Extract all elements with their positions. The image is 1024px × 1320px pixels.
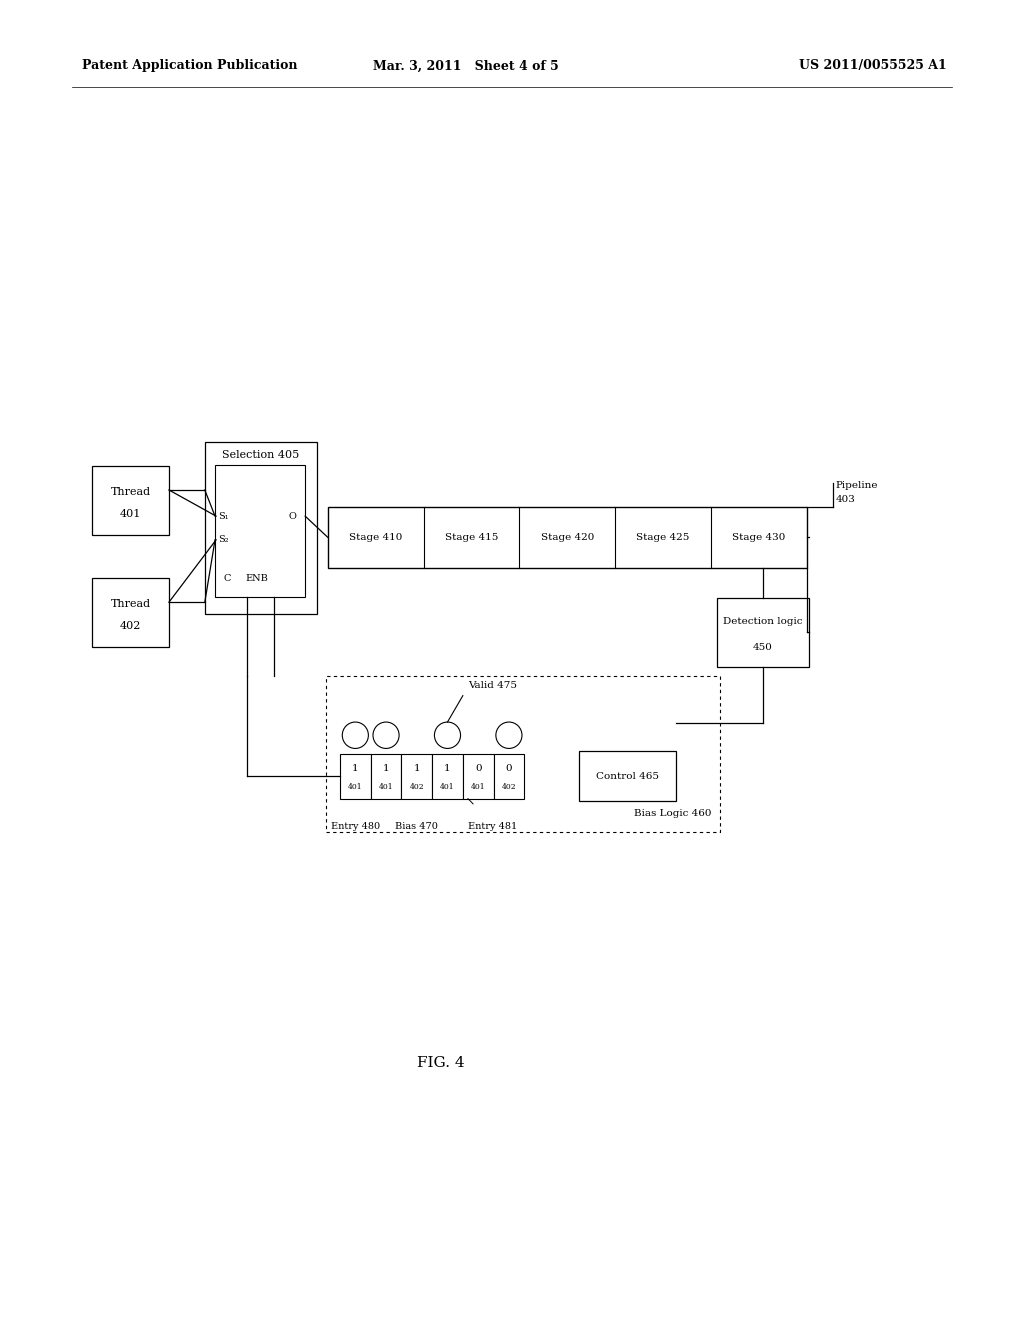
Text: Selection 405: Selection 405 bbox=[222, 450, 300, 461]
FancyBboxPatch shape bbox=[340, 754, 371, 799]
Text: 402: 402 bbox=[120, 622, 141, 631]
FancyBboxPatch shape bbox=[328, 507, 807, 568]
Text: C: C bbox=[223, 574, 230, 582]
Text: 401: 401 bbox=[348, 783, 362, 791]
Text: S₂: S₂ bbox=[218, 536, 228, 544]
FancyBboxPatch shape bbox=[215, 465, 305, 597]
Text: 403: 403 bbox=[836, 495, 855, 504]
Text: 1: 1 bbox=[383, 764, 389, 774]
FancyBboxPatch shape bbox=[579, 751, 676, 801]
Text: FIG. 4: FIG. 4 bbox=[417, 1056, 464, 1069]
Text: 1: 1 bbox=[414, 764, 420, 774]
Text: Thread: Thread bbox=[111, 487, 151, 498]
Text: Bias Logic 460: Bias Logic 460 bbox=[634, 809, 712, 818]
Text: 401: 401 bbox=[471, 783, 485, 791]
Text: Entry 481: Entry 481 bbox=[468, 822, 517, 832]
Text: Stage 420: Stage 420 bbox=[541, 533, 594, 541]
Text: Valid 475: Valid 475 bbox=[468, 681, 517, 690]
Text: Stage 430: Stage 430 bbox=[732, 533, 785, 541]
FancyBboxPatch shape bbox=[92, 578, 169, 647]
Text: Entry 480: Entry 480 bbox=[331, 822, 380, 832]
Text: 450: 450 bbox=[753, 643, 773, 652]
Text: ENB: ENB bbox=[246, 574, 268, 582]
Text: Patent Application Publication: Patent Application Publication bbox=[82, 59, 297, 73]
FancyBboxPatch shape bbox=[463, 754, 494, 799]
FancyBboxPatch shape bbox=[205, 442, 317, 614]
Text: Stage 410: Stage 410 bbox=[349, 533, 402, 541]
Text: Mar. 3, 2011   Sheet 4 of 5: Mar. 3, 2011 Sheet 4 of 5 bbox=[373, 59, 559, 73]
FancyBboxPatch shape bbox=[326, 676, 720, 832]
FancyBboxPatch shape bbox=[401, 754, 432, 799]
FancyBboxPatch shape bbox=[371, 754, 401, 799]
Text: Bias 470: Bias 470 bbox=[395, 822, 438, 832]
Text: Stage 425: Stage 425 bbox=[637, 533, 690, 541]
Text: Thread: Thread bbox=[111, 599, 151, 610]
Text: Control 465: Control 465 bbox=[596, 772, 658, 780]
Text: 402: 402 bbox=[410, 783, 424, 791]
FancyBboxPatch shape bbox=[432, 754, 463, 799]
Text: O: O bbox=[289, 512, 297, 520]
Text: 402: 402 bbox=[502, 783, 516, 791]
Text: 401: 401 bbox=[440, 783, 455, 791]
Text: 1: 1 bbox=[444, 764, 451, 774]
Text: 1: 1 bbox=[352, 764, 358, 774]
Text: Pipeline: Pipeline bbox=[836, 480, 879, 490]
FancyBboxPatch shape bbox=[494, 754, 524, 799]
FancyBboxPatch shape bbox=[717, 598, 809, 667]
Text: 0: 0 bbox=[475, 764, 481, 774]
Text: US 2011/0055525 A1: US 2011/0055525 A1 bbox=[800, 59, 947, 73]
Text: S₁: S₁ bbox=[218, 512, 228, 520]
Text: 401: 401 bbox=[120, 510, 141, 519]
Text: 0: 0 bbox=[506, 764, 512, 774]
Text: 401: 401 bbox=[379, 783, 393, 791]
Text: Detection logic: Detection logic bbox=[723, 618, 803, 627]
Text: Stage 415: Stage 415 bbox=[444, 533, 498, 541]
FancyBboxPatch shape bbox=[92, 466, 169, 535]
